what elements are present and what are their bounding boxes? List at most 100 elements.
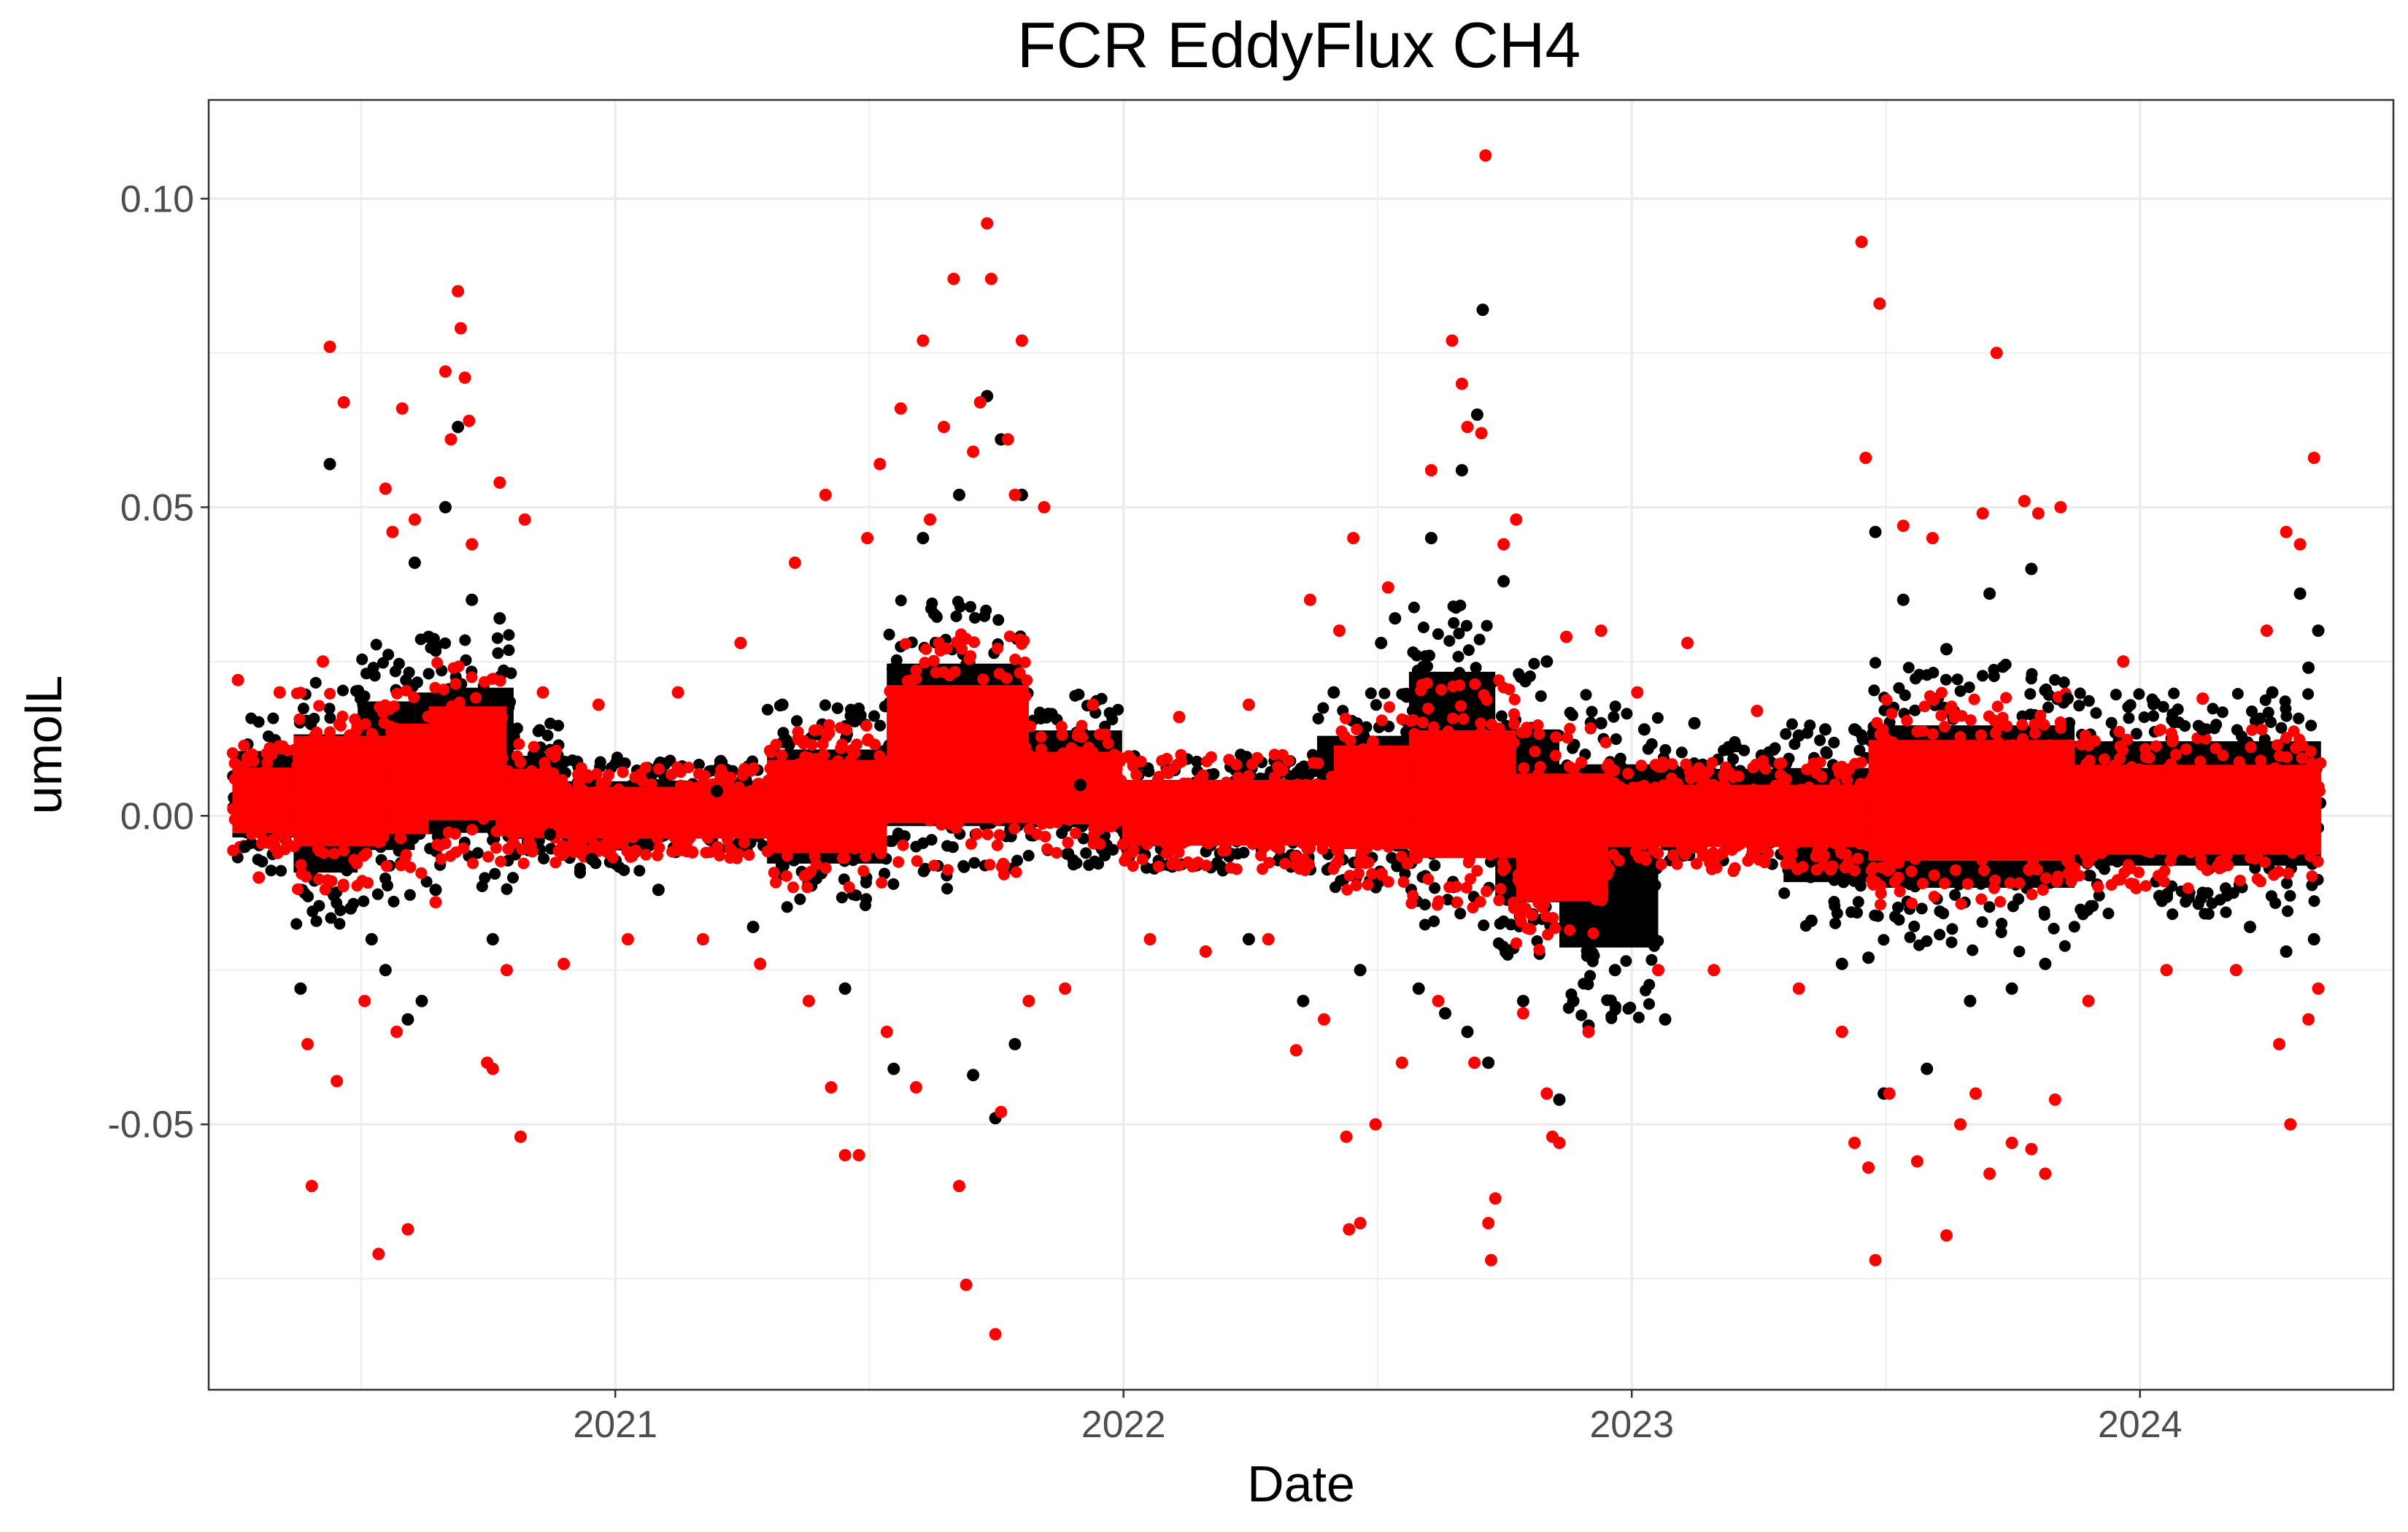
data-point	[514, 757, 526, 768]
data-point	[2052, 691, 2064, 703]
data-point	[389, 665, 401, 678]
data-point	[1441, 821, 1454, 833]
data-point	[2072, 751, 2085, 763]
data-point	[630, 795, 643, 807]
data-point	[1921, 761, 1934, 773]
data-point	[1386, 774, 1398, 786]
data-point	[960, 732, 973, 744]
data-point	[1652, 847, 1664, 859]
data-point	[1286, 793, 1298, 805]
data-point	[619, 757, 631, 770]
data-point	[1935, 709, 1948, 721]
data-point	[530, 781, 542, 793]
data-point	[1886, 794, 1899, 807]
data-point	[2192, 898, 2204, 910]
data-point	[2009, 762, 2021, 775]
data-point	[1164, 787, 1176, 800]
data-point	[556, 774, 568, 786]
data-point	[1481, 747, 1494, 759]
data-point	[1292, 778, 1303, 791]
data-point	[633, 864, 646, 877]
data-point	[1975, 729, 1987, 741]
data-point	[1330, 858, 1342, 870]
data-point	[1938, 721, 1950, 733]
data-point	[263, 742, 276, 754]
data-point	[787, 881, 799, 894]
data-point	[1109, 817, 1122, 829]
data-point	[819, 862, 832, 874]
data-point	[899, 638, 911, 650]
data-point	[1135, 755, 1147, 767]
data-point	[1572, 922, 1584, 935]
data-point	[320, 777, 333, 789]
data-point	[860, 893, 873, 905]
data-point	[1266, 792, 1278, 804]
data-point	[611, 815, 623, 827]
data-point	[1443, 699, 1456, 711]
data-point	[1894, 886, 1906, 898]
data-point	[791, 715, 803, 727]
data-point	[1469, 678, 1481, 690]
data-point	[1041, 711, 1053, 724]
data-point	[930, 666, 942, 678]
data-point	[319, 883, 331, 896]
data-point	[645, 778, 657, 790]
data-point	[2191, 732, 2204, 744]
data-point	[1462, 644, 1475, 657]
data-point	[1703, 828, 1716, 840]
data-point	[1762, 847, 1774, 859]
data-point	[1928, 890, 1940, 902]
data-point	[367, 662, 379, 674]
data-point	[321, 874, 333, 886]
data-point	[1396, 778, 1408, 791]
data-point	[1454, 700, 1467, 712]
data-point	[1263, 856, 1276, 869]
data-point	[1621, 708, 1633, 720]
data-point	[1493, 674, 1505, 686]
data-point	[1547, 912, 1559, 924]
data-point	[1892, 871, 1905, 883]
data-point	[1141, 838, 1153, 851]
data-point	[1837, 808, 1849, 821]
data-point	[1200, 755, 1213, 767]
data-point	[506, 837, 519, 849]
data-point	[1632, 822, 1644, 835]
data-point	[302, 814, 314, 827]
data-point	[1620, 793, 1632, 805]
data-point	[1472, 791, 1484, 803]
data-point	[1618, 820, 1631, 832]
data-point	[2220, 906, 2232, 918]
data-point	[1476, 835, 1489, 848]
data-point	[1584, 722, 1597, 735]
data-point	[1511, 800, 1523, 812]
data-point	[1431, 899, 1443, 911]
data-point	[383, 703, 395, 716]
data-point	[2048, 922, 2060, 935]
data-point	[573, 788, 584, 800]
data-point	[992, 614, 1005, 626]
data-point	[1208, 800, 1220, 813]
data-point	[2173, 716, 2185, 729]
data-point	[1472, 775, 1484, 788]
data-point	[1853, 789, 1866, 801]
data-point	[2021, 790, 2033, 802]
data-point	[2282, 905, 2293, 917]
data-point	[2079, 781, 2091, 794]
data-point	[722, 833, 733, 846]
data-point	[1351, 723, 1363, 735]
data-point	[800, 798, 813, 811]
data-point	[1156, 754, 1168, 767]
data-point	[2040, 872, 2052, 884]
data-point	[1343, 870, 1356, 882]
data-point	[1097, 776, 1109, 789]
data-point	[1724, 816, 1737, 828]
data-point	[812, 724, 824, 736]
data-point	[890, 740, 903, 753]
data-point	[963, 653, 976, 665]
data-point	[1216, 804, 1229, 816]
data-point	[1187, 819, 1200, 831]
data-point	[943, 670, 956, 681]
data-point	[1019, 742, 1032, 754]
data-point	[1527, 806, 1540, 819]
data-point	[1549, 749, 1562, 762]
